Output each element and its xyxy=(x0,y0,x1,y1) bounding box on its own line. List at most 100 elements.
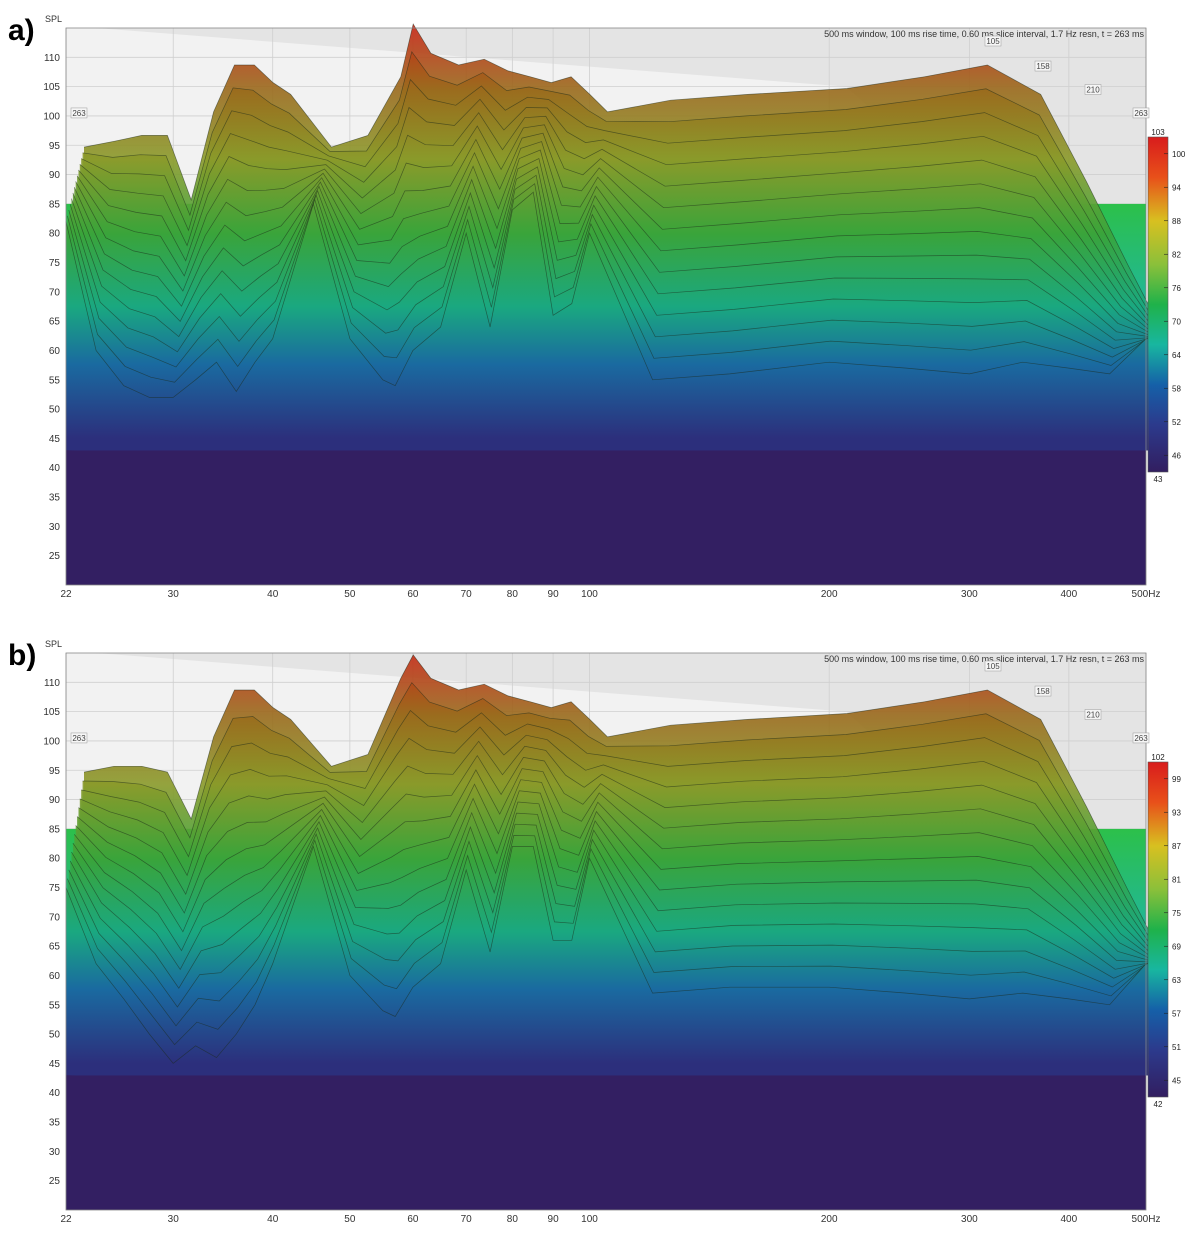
y-tick-label: 65 xyxy=(49,942,61,953)
colorbar-tick-label: 46 xyxy=(1172,451,1181,460)
colorbar-tick-label: 75 xyxy=(1172,909,1181,918)
colorbar-tick-label: 100 xyxy=(1172,150,1186,159)
x-tick-labels: 22 30 40 50 60 70 80 90 100 200 300 400 500Hz xyxy=(60,1214,1160,1225)
time-axis-label: 105 xyxy=(986,37,1000,46)
x-tick-labels: 22 30 40 50 60 70 80 90 100 200 300 400 500Hz xyxy=(60,589,1160,600)
colorbar-tick-label: 88 xyxy=(1172,217,1181,226)
slice-line xyxy=(81,78,1162,336)
y-tick-label: 95 xyxy=(49,766,61,777)
colorbar-tick-label: 63 xyxy=(1172,976,1181,985)
slice-line xyxy=(68,823,1149,1027)
y-tick-label: 80 xyxy=(49,854,61,865)
x-tick-label: 80 xyxy=(507,589,519,600)
time-axis-labels: 263 105 158 210 263 xyxy=(70,35,1150,119)
y-tick-labels: 25 30 35 40 45 50 55 60 65 70 75 80 85 90 95 100 105 110 xyxy=(43,53,60,562)
colorbar-tick-label: 69 xyxy=(1172,942,1181,951)
y-tick-label: 60 xyxy=(49,971,61,982)
slice-line xyxy=(78,112,1159,337)
colorbar-min-label: 42 xyxy=(1154,1100,1163,1109)
y-tick-label: 50 xyxy=(49,1030,61,1041)
y-tick-label: 95 xyxy=(49,141,61,152)
colorbar-tick-label: 94 xyxy=(1172,183,1181,192)
time-label-box xyxy=(1084,709,1102,720)
plot-frame xyxy=(65,652,1147,1211)
x-tick-label: 300 xyxy=(961,589,978,600)
time-label-box xyxy=(1132,732,1150,744)
slice-line xyxy=(82,50,1163,336)
slice-line xyxy=(79,98,1161,336)
slice-line xyxy=(67,835,1148,1046)
chart-annotation: 500 ms window, 100 ms rise time, 0.60 ms… xyxy=(824,654,1144,664)
noise-floor xyxy=(66,1075,1146,1210)
time-label-box xyxy=(70,107,88,119)
surface-slice xyxy=(66,192,1146,451)
slice-line xyxy=(74,779,1155,963)
colorbar: 102 42 99 93 87 81 75 69 63 57 51 45 xyxy=(1147,753,1181,1109)
plot-frame xyxy=(65,27,1147,586)
slice-line xyxy=(71,157,1152,341)
y-tick-label: 25 xyxy=(49,1176,61,1187)
y-tick-label: 45 xyxy=(49,434,61,445)
y-tick-label: 85 xyxy=(49,199,61,210)
time-axis-label: 210 xyxy=(1086,85,1100,94)
x-tick-label: 70 xyxy=(461,1214,473,1225)
panel-label-b: b) xyxy=(8,639,37,672)
x-tick-label: 100 xyxy=(581,1214,598,1225)
time-label-box xyxy=(1084,84,1102,95)
slice-line xyxy=(81,709,1162,961)
y-tick-label: 25 xyxy=(49,551,61,562)
y-tick-label: 105 xyxy=(43,707,60,718)
time-axis-label: 210 xyxy=(1086,710,1100,719)
colorbar-max-label: 103 xyxy=(1151,128,1165,137)
colorbar-min-label: 43 xyxy=(1154,475,1163,484)
x-tick-label: 22 xyxy=(60,1214,72,1225)
y-tick-label: 30 xyxy=(49,1147,61,1158)
time-axis-label: 158 xyxy=(1036,62,1050,71)
x-tick-label: 22 xyxy=(60,589,72,600)
slice-line xyxy=(72,790,1153,971)
colorbar-max-label: 102 xyxy=(1151,753,1165,762)
x-tick-label: 500Hz xyxy=(1132,1214,1161,1225)
y-tick-label: 50 xyxy=(49,405,61,416)
waterfall-panel-b: b) 25 30 35 40 45 50 55 60 65 70 75 80 85 90 95 100 105 1… xyxy=(0,625,1200,1245)
time-axis-label: 263 xyxy=(1134,109,1148,118)
time-label-box xyxy=(984,35,1002,47)
y-tick-labels: 25 30 35 40 45 50 55 60 65 70 75 80 85 90 95 100 105 110 xyxy=(43,678,60,1187)
y-tick-label: 30 xyxy=(49,522,61,533)
slice-line xyxy=(76,754,1158,962)
colorbar-tick-label: 58 xyxy=(1172,384,1181,393)
slice-line xyxy=(79,726,1161,961)
colorbar-tick-label: 99 xyxy=(1172,775,1181,784)
waterfall-chart-a: 25 30 35 40 45 50 55 60 65 70 75 80 85 90 95 100 105 110 S… xyxy=(43,14,1186,600)
colorbar-gradient xyxy=(1147,761,1169,1098)
slice-line xyxy=(75,768,1156,962)
y-tick-label: 100 xyxy=(43,111,60,122)
slice-line xyxy=(69,812,1151,1008)
y-tick-label: 75 xyxy=(49,258,61,269)
x-tick-label: 400 xyxy=(1061,1214,1078,1225)
slice-line xyxy=(73,141,1155,338)
slice-line xyxy=(78,740,1159,962)
surface-slice xyxy=(66,846,1146,1076)
y-tick-label: 65 xyxy=(49,317,61,328)
time-axis-label: 158 xyxy=(1036,687,1050,696)
colorbar-tick-label: 51 xyxy=(1172,1043,1181,1052)
x-tick-label: 500Hz xyxy=(1132,589,1161,600)
y-tick-label: 110 xyxy=(44,53,60,64)
y-tick-label: 90 xyxy=(49,170,61,181)
y-tick-label: 60 xyxy=(49,346,61,357)
colorbar: 103 43 100 94 88 82 76 70 64 58 52 46 xyxy=(1147,128,1186,484)
slice-line xyxy=(68,174,1149,368)
x-tick-label: 60 xyxy=(407,589,419,600)
time-axis-label: 105 xyxy=(986,662,1000,671)
y-axis-label: SPL xyxy=(45,639,62,649)
colorbar-tick-label: 70 xyxy=(1172,317,1181,326)
x-tick-label: 90 xyxy=(548,1214,560,1225)
y-tick-label: 40 xyxy=(49,463,61,474)
y-tick-label: 110 xyxy=(44,678,60,689)
y-tick-label: 105 xyxy=(43,82,60,93)
time-axis-label: 263 xyxy=(72,734,86,743)
chart-annotation: 500 ms window, 100 ms rise time, 0.60 ms… xyxy=(824,29,1144,39)
x-tick-label: 400 xyxy=(1061,589,1078,600)
slice-line xyxy=(76,124,1158,337)
